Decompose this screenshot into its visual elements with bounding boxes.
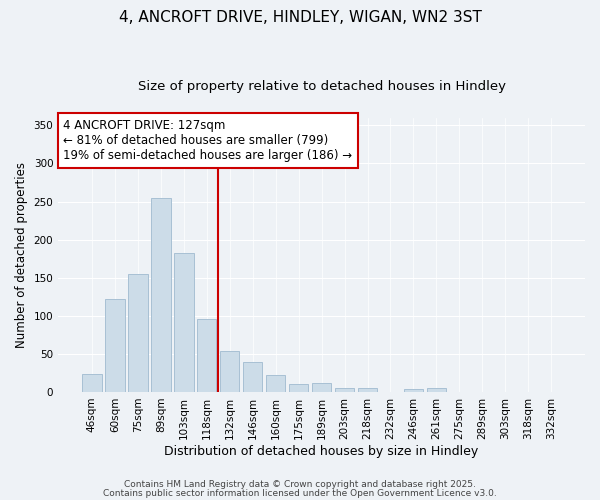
Text: Contains HM Land Registry data © Crown copyright and database right 2025.: Contains HM Land Registry data © Crown c… — [124, 480, 476, 489]
Bar — [151, 198, 170, 392]
Bar — [105, 299, 125, 392]
Bar — [289, 384, 308, 392]
Y-axis label: Number of detached properties: Number of detached properties — [15, 162, 28, 348]
Bar — [197, 319, 217, 392]
Bar — [82, 374, 101, 392]
Bar — [358, 388, 377, 392]
Text: 4 ANCROFT DRIVE: 127sqm
← 81% of detached houses are smaller (799)
19% of semi-d: 4 ANCROFT DRIVE: 127sqm ← 81% of detache… — [64, 119, 353, 162]
Bar — [266, 375, 286, 392]
X-axis label: Distribution of detached houses by size in Hindley: Distribution of detached houses by size … — [164, 444, 479, 458]
Bar — [404, 389, 423, 392]
Bar — [335, 388, 355, 392]
Bar — [220, 351, 239, 392]
Bar — [128, 274, 148, 392]
Title: Size of property relative to detached houses in Hindley: Size of property relative to detached ho… — [137, 80, 506, 93]
Bar — [243, 362, 262, 392]
Text: 4, ANCROFT DRIVE, HINDLEY, WIGAN, WN2 3ST: 4, ANCROFT DRIVE, HINDLEY, WIGAN, WN2 3S… — [119, 10, 481, 25]
Bar — [427, 388, 446, 392]
Text: Contains public sector information licensed under the Open Government Licence v3: Contains public sector information licen… — [103, 488, 497, 498]
Bar — [174, 252, 194, 392]
Bar — [312, 383, 331, 392]
